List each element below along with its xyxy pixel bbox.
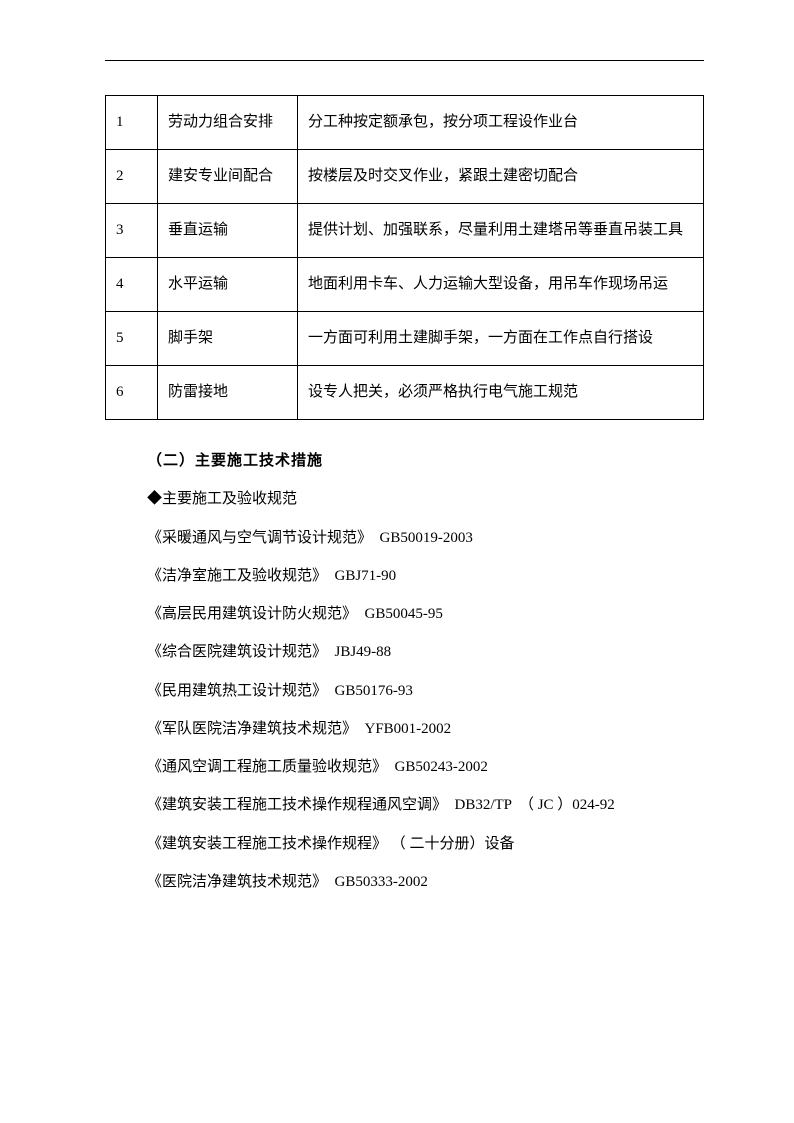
cell-n: 5 bbox=[106, 312, 158, 366]
table-row: 3垂直运输提供计划、加强联系，尽量利用土建塔吊等垂直吊装工具 bbox=[106, 204, 704, 258]
cell-item: 防雷接地 bbox=[158, 366, 298, 420]
subheading: ◆主要施工及验收规范 bbox=[147, 480, 704, 518]
cell-item: 劳动力组合安排 bbox=[158, 96, 298, 150]
table-row: 6防雷接地设专人把关，必须严格执行电气施工规范 bbox=[106, 366, 704, 420]
cell-n: 6 bbox=[106, 366, 158, 420]
table-row: 2建安专业间配合按楼层及时交叉作业，紧跟土建密切配合 bbox=[106, 150, 704, 204]
cell-n: 1 bbox=[106, 96, 158, 150]
cell-desc: 地面利用卡车、人力运输大型设备，用吊车作现场吊运 bbox=[298, 258, 704, 312]
cell-desc: 设专人把关，必须严格执行电气施工规范 bbox=[298, 366, 704, 420]
spec-line: 《通风空调工程施工质量验收规范》 GB50243-2002 bbox=[147, 748, 704, 786]
table-body: 1劳动力组合安排分工种按定额承包，按分项工程设作业台2建安专业间配合按楼层及时交… bbox=[106, 96, 704, 420]
spec-line: 《民用建筑热工设计规范》 GB50176-93 bbox=[147, 672, 704, 710]
table-row: 4水平运输地面利用卡车、人力运输大型设备，用吊车作现场吊运 bbox=[106, 258, 704, 312]
spec-line: 《洁净室施工及验收规范》 GBJ71-90 bbox=[147, 557, 704, 595]
cell-item: 水平运输 bbox=[158, 258, 298, 312]
body-text: （二）主要施工技术措施 ◆主要施工及验收规范 《采暖通风与空气调节设计规范》 G… bbox=[105, 442, 704, 901]
cell-n: 2 bbox=[106, 150, 158, 204]
cell-desc: 一方面可利用土建脚手架，一方面在工作点自行搭设 bbox=[298, 312, 704, 366]
spec-line: 《高层民用建筑设计防火规范》 GB50045-95 bbox=[147, 595, 704, 633]
table-row: 5脚手架一方面可利用土建脚手架，一方面在工作点自行搭设 bbox=[106, 312, 704, 366]
cell-n: 3 bbox=[106, 204, 158, 258]
table-row: 1劳动力组合安排分工种按定额承包，按分项工程设作业台 bbox=[106, 96, 704, 150]
cell-item: 脚手架 bbox=[158, 312, 298, 366]
measures-table: 1劳动力组合安排分工种按定额承包，按分项工程设作业台2建安专业间配合按楼层及时交… bbox=[105, 95, 704, 420]
spec-line: 《采暖通风与空气调节设计规范》 GB50019-2003 bbox=[147, 519, 704, 557]
cell-item: 垂直运输 bbox=[158, 204, 298, 258]
spec-line: 《建筑安装工程施工技术操作规程通风空调》 DB32/TP （ JC ）024-9… bbox=[147, 786, 704, 824]
spec-line: 《综合医院建筑设计规范》 JBJ49-88 bbox=[147, 633, 704, 671]
cell-n: 4 bbox=[106, 258, 158, 312]
section-heading: （二）主要施工技术措施 bbox=[147, 442, 704, 480]
spec-line: 《建筑安装工程施工技术操作规程》 （ 二十分册）设备 bbox=[147, 825, 704, 863]
spec-line: 《医院洁净建筑技术规范》 GB50333-2002 bbox=[147, 863, 704, 901]
cell-desc: 提供计划、加强联系，尽量利用土建塔吊等垂直吊装工具 bbox=[298, 204, 704, 258]
cell-item: 建安专业间配合 bbox=[158, 150, 298, 204]
page-top-rule bbox=[105, 60, 704, 61]
cell-desc: 按楼层及时交叉作业，紧跟土建密切配合 bbox=[298, 150, 704, 204]
cell-desc: 分工种按定额承包，按分项工程设作业台 bbox=[298, 96, 704, 150]
spec-line: 《军队医院洁净建筑技术规范》 YFB001-2002 bbox=[147, 710, 704, 748]
